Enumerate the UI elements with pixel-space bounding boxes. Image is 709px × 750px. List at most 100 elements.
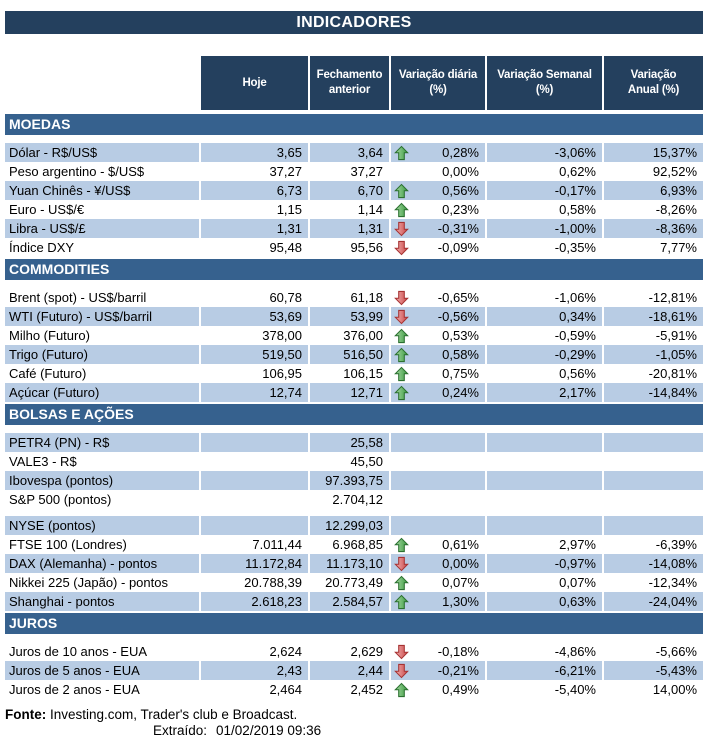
variacao-diaria-value: -0,21% (437, 663, 479, 678)
arrow-up-icon (394, 202, 409, 217)
cell-fechamento-anterior: 61,18 (310, 288, 389, 307)
row-label: DAX (Alemanha) - pontos (5, 554, 199, 573)
cell-variacao-semanal: -0,35% (487, 238, 602, 257)
cell-variacao-semanal (487, 516, 602, 535)
arrow-down-icon (394, 290, 409, 305)
column-header-row: Hoje Fechamento anterior Variação diária… (5, 56, 709, 110)
table-row: Juros de 10 anos - EUA 2,624 2,629 -0,18% -4… (5, 642, 709, 661)
cell-variacao-diaria (391, 433, 485, 452)
cell-fechamento-anterior: 12,71 (310, 383, 389, 402)
cell-fechamento-anterior: 97.393,75 (310, 471, 389, 490)
cell-hoje: 12,74 (201, 383, 308, 402)
row-label: Trigo (Futuro) (5, 345, 199, 364)
cell-variacao-semanal: -0,29% (487, 345, 602, 364)
row-label: Índice DXY (5, 238, 199, 257)
cell-hoje: 2.618,23 (201, 592, 308, 611)
table-row: Nikkei 225 (Japão) - pontos 20.788,39 20.7… (5, 573, 709, 592)
row-label: Juros de 10 anos - EUA (5, 642, 199, 661)
arrow-up-icon (394, 145, 409, 160)
cell-variacao-diaria (391, 490, 485, 509)
cell-variacao-diaria: 0,24% (391, 383, 485, 402)
cell-variacao-diaria: 0,23% (391, 200, 485, 219)
cell-variacao-semanal: 0,58% (487, 200, 602, 219)
extraction-label: Extraído: (153, 723, 208, 738)
row-spacer (0, 509, 709, 516)
cell-hoje: 11.172,84 (201, 554, 308, 573)
variacao-diaria-value: 0,58% (442, 347, 479, 362)
source-text: Investing.com, Trader's club e Broadcast… (50, 707, 298, 722)
cell-variacao-anual: -12,81% (604, 288, 703, 307)
cell-variacao-semanal: -5,40% (487, 680, 602, 699)
table-row: VALE3 - R$ 45,50 (5, 452, 709, 471)
table-row: Café (Futuro) 106,95 106,15 0,75% 0,56% -20,8… (5, 364, 709, 383)
cell-variacao-semanal: -1,00% (487, 219, 602, 238)
arrow-up-icon (394, 183, 409, 198)
variacao-diaria-value: 0,53% (442, 328, 479, 343)
cell-variacao-anual (604, 471, 703, 490)
cell-variacao-diaria: 0,28% (391, 143, 485, 162)
variacao-diaria-value: -0,31% (437, 221, 479, 236)
arrow-up-icon (394, 537, 409, 552)
arrow-up-icon (394, 682, 409, 697)
cell-variacao-semanal: -4,86% (487, 642, 602, 661)
row-label: NYSE (pontos) (5, 516, 199, 535)
row-label: Juros de 5 anos - EUA (5, 661, 199, 680)
cell-variacao-semanal: -0,59% (487, 326, 602, 345)
variacao-diaria-value: 0,56% (442, 183, 479, 198)
table-row: S&P 500 (pontos) 2.704,12 (5, 490, 709, 509)
arrow-down-icon (394, 221, 409, 236)
table-row: DAX (Alemanha) - pontos 11.172,84 11.173,1… (5, 554, 709, 573)
cell-variacao-anual: -12,34% (604, 573, 703, 592)
row-label: Libra - US$/£ (5, 219, 199, 238)
cell-fechamento-anterior: 6,70 (310, 181, 389, 200)
cell-hoje: 37,27 (201, 162, 308, 181)
cell-fechamento-anterior: 45,50 (310, 452, 389, 471)
cell-fechamento-anterior: 1,14 (310, 200, 389, 219)
source-note: Fonte: Investing.com, Trader's club e Br… (5, 707, 703, 723)
cell-variacao-semanal: 0,07% (487, 573, 602, 592)
cell-hoje: 378,00 (201, 326, 308, 345)
cell-hoje: 6,73 (201, 181, 308, 200)
extraction-timestamp: Extraído: 01/02/2019 09:36 (5, 723, 703, 739)
table-row: FTSE 100 (Londres) 7.011,44 6.968,85 0,61% 2… (5, 535, 709, 554)
cell-hoje: 20.788,39 (201, 573, 308, 592)
cell-hoje: 2,43 (201, 661, 308, 680)
cell-hoje (201, 433, 308, 452)
cell-hoje: 3,65 (201, 143, 308, 162)
column-header-hoje: Hoje (201, 56, 308, 110)
cell-variacao-anual: -8,36% (604, 219, 703, 238)
cell-variacao-anual (604, 490, 703, 509)
table-row: Euro - US$/€ 1,15 1,14 0,23% 0,58% -8,26% (5, 200, 709, 219)
row-label: Peso argentino - $/US$ (5, 162, 199, 181)
cell-fechamento-anterior: 2,452 (310, 680, 389, 699)
cell-fechamento-anterior: 516,50 (310, 345, 389, 364)
row-label: Nikkei 225 (Japão) - pontos (5, 573, 199, 592)
arrow-up-icon (394, 347, 409, 362)
column-header-variacao-anual: Variação Anual (%) (604, 56, 703, 110)
cell-hoje (201, 490, 308, 509)
table-row: Yuan Chinês - ¥/US$ 6,73 6,70 0,56% -0,17% 6,… (5, 181, 709, 200)
table-row: Índice DXY 95,48 95,56 -0,09% -0,35% 7,77% (5, 238, 709, 257)
source-label: Fonte: (5, 707, 47, 722)
row-label: Café (Futuro) (5, 364, 199, 383)
cell-fechamento-anterior: 2.584,57 (310, 592, 389, 611)
column-header-fechamento-anterior: Fechamento anterior (310, 56, 389, 110)
cell-variacao-semanal: -6,21% (487, 661, 602, 680)
cell-fechamento-anterior: 2.704,12 (310, 490, 389, 509)
arrow-down-icon (394, 663, 409, 678)
cell-variacao-semanal (487, 452, 602, 471)
row-label: Milho (Futuro) (5, 326, 199, 345)
table-row: Juros de 2 anos - EUA 2,464 2,452 0,49% -5,4… (5, 680, 709, 699)
cell-variacao-diaria (391, 471, 485, 490)
section-header-juros: JUROS (5, 613, 703, 634)
table-row: WTI (Futuro) - US$/barril 53,69 53,99 -0,56… (5, 307, 709, 326)
row-label: Ibovespa (pontos) (5, 471, 199, 490)
cell-variacao-anual: -1,05% (604, 345, 703, 364)
cell-variacao-diaria: 0,00% (391, 554, 485, 573)
cell-variacao-diaria: 0,49% (391, 680, 485, 699)
cell-hoje: 53,69 (201, 307, 308, 326)
cell-variacao-diaria: 0,56% (391, 181, 485, 200)
cell-variacao-diaria: -0,21% (391, 661, 485, 680)
cell-fechamento-anterior: 20.773,49 (310, 573, 389, 592)
